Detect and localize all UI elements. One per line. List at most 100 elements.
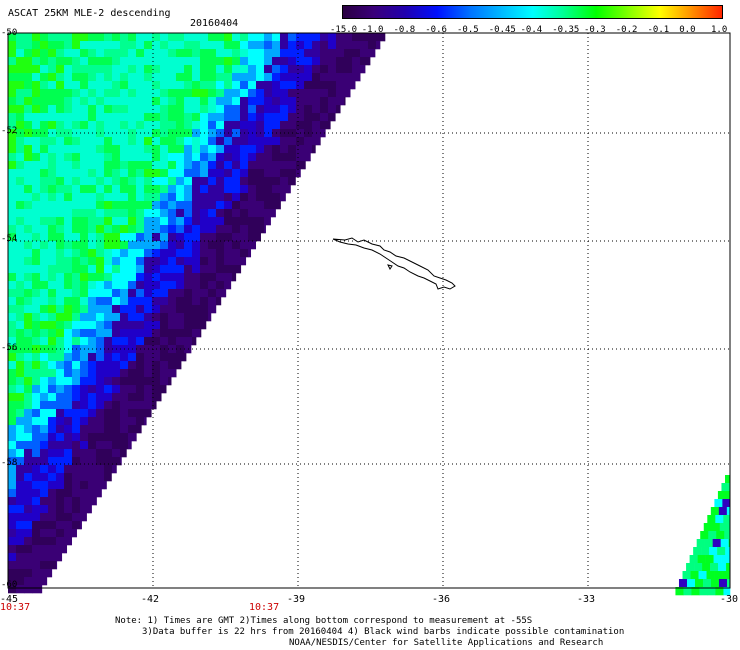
data-cell: [208, 217, 217, 226]
data-cell: [320, 81, 329, 90]
data-cell: [16, 561, 25, 570]
data-cell: [176, 225, 185, 234]
data-cell: [336, 81, 345, 90]
data-cell: [80, 137, 89, 146]
data-cell: [72, 249, 81, 258]
data-cell: [96, 265, 105, 274]
data-cell: [56, 257, 65, 266]
data-cell: [136, 417, 145, 426]
data-cell: [48, 481, 57, 490]
data-cell: [160, 289, 169, 298]
data-cell: [176, 273, 185, 282]
data-cell: [352, 73, 361, 82]
data-cell: [200, 233, 209, 242]
data-cell: [16, 217, 25, 226]
data-cell: [40, 377, 49, 386]
data-cell: [272, 73, 281, 82]
data-cell: [8, 225, 17, 234]
data-cell: [296, 121, 305, 130]
data-cell: [128, 265, 137, 274]
data-cell: [256, 121, 265, 130]
data-cell: [152, 41, 161, 50]
data-cell: [72, 385, 81, 394]
data-cell: [48, 449, 57, 458]
data-cell: [304, 89, 313, 98]
data-cell: [96, 169, 105, 178]
data-cell: [56, 513, 65, 522]
data-cell: [144, 249, 153, 258]
data-cell: [304, 65, 313, 74]
data-cell: [280, 73, 289, 82]
data-cell: [8, 513, 17, 522]
data-cell: [192, 193, 201, 202]
data-cell: [136, 121, 145, 130]
data-cell: [56, 449, 65, 458]
data-cell: [713, 555, 722, 564]
data-cell: [200, 321, 207, 330]
data-cell: [96, 449, 105, 458]
data-cell: [336, 89, 345, 98]
data-cell: [56, 537, 65, 546]
data-cell: [32, 537, 41, 546]
data-cell: [56, 249, 65, 258]
data-cell: [248, 97, 257, 106]
data-cell: [232, 89, 241, 98]
data-cell: [24, 233, 33, 242]
data-cell: [128, 65, 137, 74]
data-cell: [232, 73, 241, 82]
data-cell: [232, 65, 241, 74]
data-cell: [192, 305, 201, 314]
data-cell: [128, 57, 137, 66]
data-cell: [208, 273, 217, 282]
data-cell: [72, 177, 81, 186]
data-cell: [224, 281, 232, 290]
data-cell: [264, 65, 273, 74]
colorbar-tick-label: -0.6: [425, 25, 447, 35]
data-cell: [184, 281, 193, 290]
data-cell: [80, 209, 89, 218]
data-cell: [200, 305, 209, 314]
data-cell: [96, 385, 105, 394]
data-cell: [216, 65, 225, 74]
data-cell: [200, 225, 209, 234]
data-cell: [24, 329, 33, 338]
data-cell: [184, 289, 193, 298]
data-cell: [136, 361, 145, 370]
data-cell: [208, 241, 217, 250]
data-cell: [216, 49, 225, 58]
data-cell: [88, 73, 97, 82]
data-cell: [144, 305, 153, 314]
data-cell: [144, 137, 153, 146]
data-cell: [8, 161, 17, 170]
data-cell: [694, 563, 703, 572]
data-cell: [280, 169, 289, 178]
data-cell: [40, 185, 49, 194]
data-cell: [160, 161, 169, 170]
data-cell: [184, 225, 193, 234]
data-cell: [64, 457, 73, 466]
data-cell: [368, 49, 376, 58]
data-cell: [16, 329, 25, 338]
data-cell: [64, 153, 73, 162]
data-cell: [32, 305, 41, 314]
data-cell: [88, 241, 97, 250]
data-cell: [16, 289, 25, 298]
data-cell: [304, 81, 313, 90]
data-cell: [176, 97, 185, 106]
data-cell: [721, 483, 730, 492]
data-cell: [722, 571, 731, 580]
data-cell: [682, 571, 691, 580]
data-cell: [96, 257, 105, 266]
data-cell: [718, 507, 728, 516]
data-cell: [248, 177, 257, 186]
data-cell: [296, 137, 305, 146]
data-cell: [120, 361, 129, 370]
data-cell: [152, 105, 161, 114]
data-cell: [16, 505, 25, 514]
data-cell: [8, 121, 17, 130]
data-cell: [112, 257, 121, 266]
data-cell: [168, 49, 177, 58]
data-cell: [136, 233, 145, 242]
data-cell: [104, 49, 113, 58]
data-cell: [168, 185, 177, 194]
